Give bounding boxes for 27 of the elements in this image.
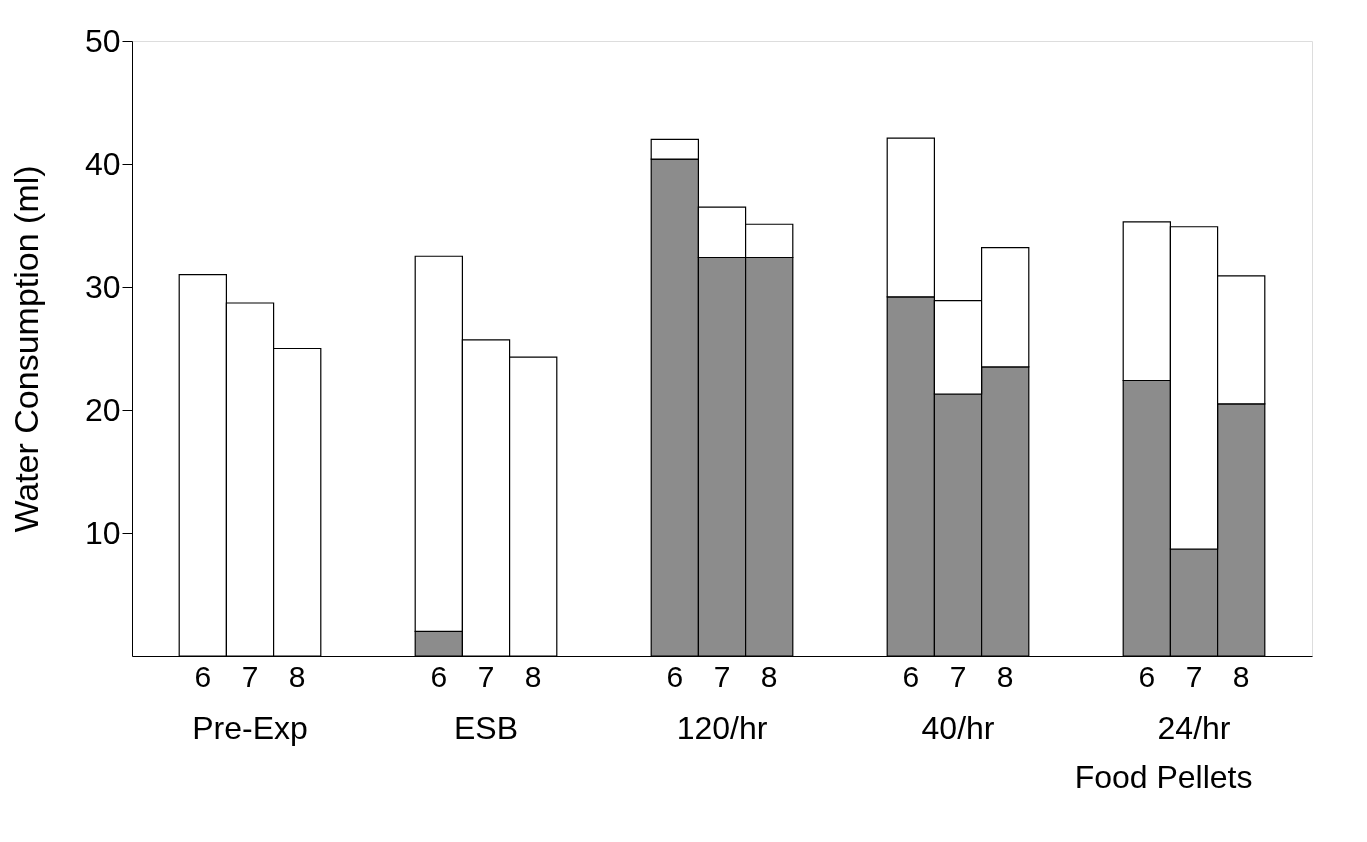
y-tick-label: 50: [84, 22, 121, 59]
text: Pre-Exp: [192, 710, 308, 746]
text: ESB: [453, 710, 519, 746]
y-tick-label: 20: [84, 391, 121, 428]
x-tick-label: 6: [666, 659, 684, 693]
x-tick-label: 8: [288, 659, 306, 693]
text: 120/hr: [676, 710, 768, 746]
x-tick-label: 8: [760, 659, 778, 693]
x-tick-label: 8: [524, 659, 542, 693]
x-tick-label: 6: [430, 659, 448, 693]
text: 40/hr: [921, 710, 995, 746]
x-axis-title: Food Pellets: [1074, 758, 1253, 795]
y-tick-label: 30: [84, 268, 121, 305]
x-tick-label: 8: [1232, 659, 1250, 693]
x-tick-label: 6: [902, 659, 920, 693]
x-tick-label: 6: [194, 659, 212, 693]
x-tick-label: 7: [241, 659, 259, 693]
y-tick-label: 40: [84, 145, 121, 182]
x-tick-label: 7: [713, 659, 731, 693]
x-tick-label: 7: [949, 659, 967, 693]
y-tick-label: 10: [84, 514, 121, 551]
x-tick-label: 7: [477, 659, 495, 693]
x-tick-label: 8: [996, 659, 1014, 693]
y-axis-title: Water Consumption (ml): [6, 165, 45, 533]
text: 24/hr: [1157, 710, 1231, 746]
x-tick-label: 6: [1138, 659, 1156, 693]
x-tick-label: 7: [1185, 659, 1203, 693]
